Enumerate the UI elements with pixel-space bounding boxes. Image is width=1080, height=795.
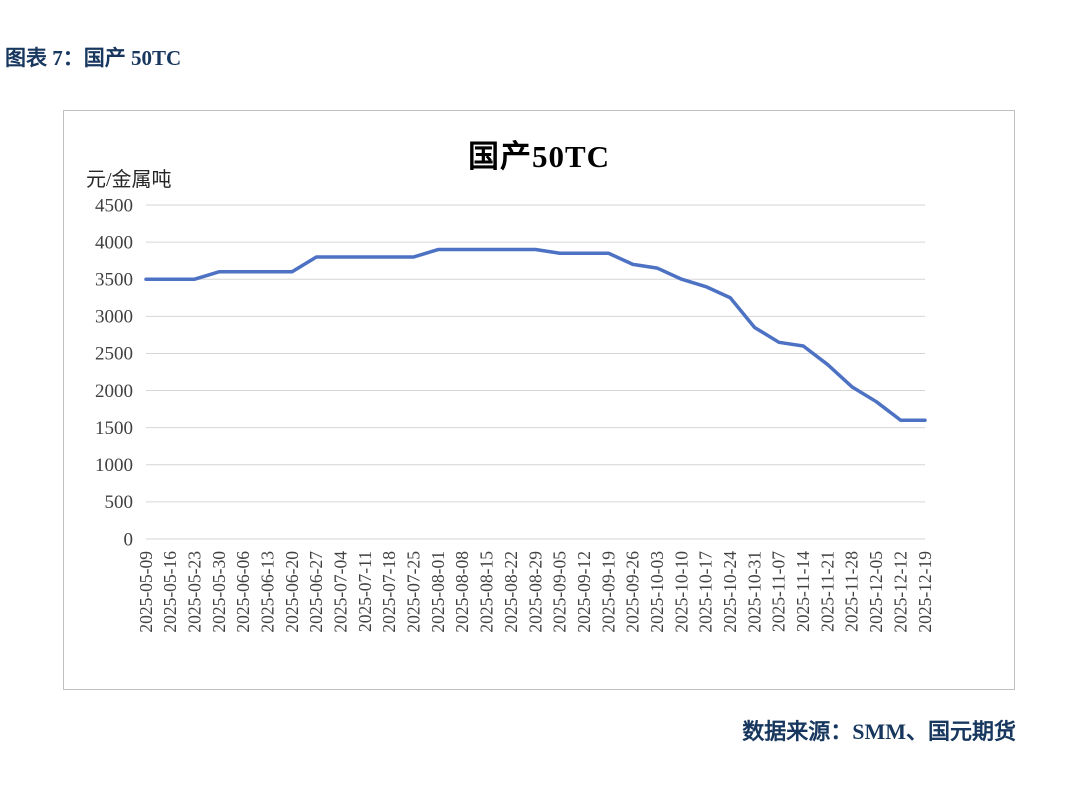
x-axis-tick-label: 2025-11-07 bbox=[769, 551, 789, 632]
data-source: 数据来源：SMM、国元期货 bbox=[742, 719, 1016, 744]
y-axis-tick-label: 0 bbox=[124, 529, 134, 550]
y-axis-tick-label: 500 bbox=[105, 492, 134, 513]
x-axis-tick-label: 2025-09-05 bbox=[550, 551, 570, 633]
x-axis-tick-label: 2025-07-11 bbox=[355, 551, 375, 632]
x-axis-tick-label: 2025-10-17 bbox=[696, 551, 716, 633]
x-axis-tick-label: 2025-08-08 bbox=[452, 551, 472, 633]
y-axis-tick-label: 2000 bbox=[95, 381, 133, 402]
y-axis-tick-label: 1500 bbox=[95, 418, 133, 439]
x-axis-tick-label: 2025-10-24 bbox=[720, 551, 740, 633]
x-axis-tick-label: 2025-06-06 bbox=[233, 551, 253, 633]
x-axis-tick-label: 2025-11-14 bbox=[793, 551, 813, 632]
chart-title: 国产50TC bbox=[467, 139, 611, 174]
y-axis-unit-label: 元/金属吨 bbox=[86, 169, 172, 191]
x-axis-tick-label: 2025-10-31 bbox=[744, 551, 764, 633]
x-axis-tick-label: 2025-08-22 bbox=[501, 551, 521, 633]
x-axis-tick-label: 2025-09-19 bbox=[598, 551, 618, 633]
line-chart: 0 500 1000 1500 2000 2500 3000 3500 4000 4500 2025… bbox=[95, 195, 935, 633]
x-axis-tick-label: 2025-05-09 bbox=[136, 551, 156, 633]
y-axis-tick-label: 3500 bbox=[95, 269, 133, 290]
x-axis-tick-label: 2025-08-15 bbox=[477, 551, 497, 633]
x-axis-tick-label: 2025-11-21 bbox=[817, 551, 837, 632]
x-axis-tick-label: 2025-07-25 bbox=[404, 551, 424, 633]
x-axis-tick-label: 2025-10-10 bbox=[671, 551, 691, 633]
x-axis-tick-label: 2025-10-03 bbox=[647, 551, 667, 633]
y-axis-tick-label: 2500 bbox=[95, 344, 133, 365]
x-axis-tick-label: 2025-07-18 bbox=[379, 551, 399, 633]
chart-container: 0 500 1000 1500 2000 2500 3000 3500 4000 4500 2025… bbox=[63, 110, 1015, 690]
x-axis-tick-label: 2025-06-20 bbox=[282, 551, 302, 633]
x-axis-tick-label: 2025-05-16 bbox=[160, 551, 180, 633]
x-axis-tick-label: 2025-05-30 bbox=[209, 551, 229, 633]
x-axis-tick-label: 2025-11-28 bbox=[842, 551, 862, 632]
x-axis-tick-label: 2025-12-05 bbox=[866, 551, 886, 633]
x-axis-tick-label: 2025-06-13 bbox=[257, 551, 277, 633]
x-axis-tick-label: 2025-08-29 bbox=[525, 551, 545, 633]
x-axis-tick-label: 2025-06-27 bbox=[306, 551, 326, 633]
y-axis-tick-label: 3000 bbox=[95, 307, 133, 328]
x-axis-tick-label: 2025-12-12 bbox=[890, 551, 910, 633]
x-axis-tick-label: 2025-07-04 bbox=[331, 551, 351, 633]
x-axis-tick-label: 2025-09-26 bbox=[623, 551, 643, 633]
price-series-line bbox=[144, 247, 927, 422]
figure-caption: 图表 7：国产 50TC bbox=[5, 46, 182, 70]
y-axis-tick-label: 1000 bbox=[95, 455, 133, 476]
x-axis-tick-label: 2025-05-23 bbox=[184, 551, 204, 633]
x-axis-tick-label: 2025-12-19 bbox=[915, 551, 935, 633]
y-axis-tick-label: 4500 bbox=[95, 195, 133, 216]
x-axis-tick-label: 2025-09-12 bbox=[574, 551, 594, 633]
y-axis-tick-label: 4000 bbox=[95, 232, 133, 253]
x-axis-tick-label: 2025-08-01 bbox=[428, 551, 448, 633]
